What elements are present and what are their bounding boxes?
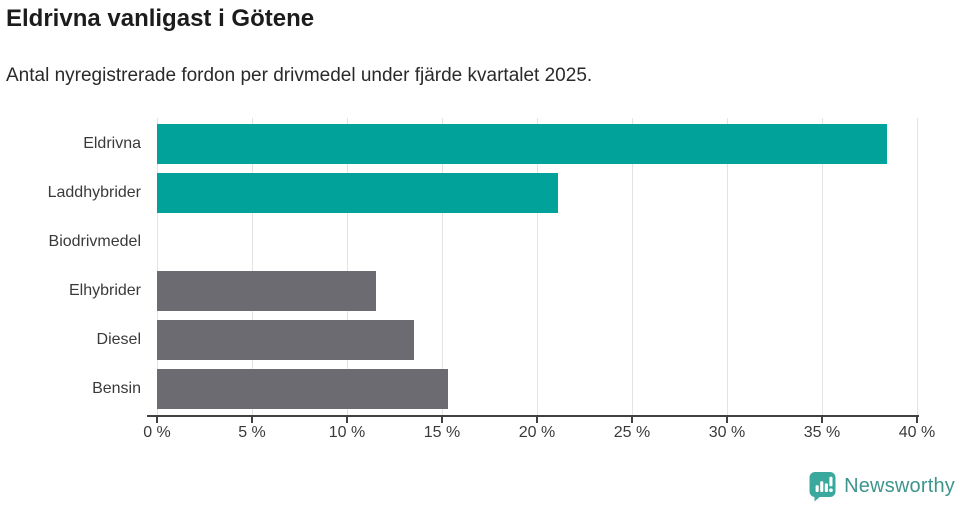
bar-laddhybrider bbox=[157, 173, 558, 213]
newsworthy-brand-link[interactable]: Newsworthy bbox=[808, 470, 955, 502]
category-label: Eldrivna bbox=[83, 135, 141, 152]
chart-subtitle: Antal nyregistrerade fordon per drivmede… bbox=[6, 65, 593, 86]
chart-title: Eldrivna vanligast i Götene bbox=[6, 5, 315, 32]
gridline bbox=[726, 118, 728, 415]
x-axis-tick bbox=[251, 417, 253, 423]
x-tick-label: 25 % bbox=[613, 424, 651, 441]
x-tick-label: 30 % bbox=[708, 424, 746, 441]
category-label: Diesel bbox=[96, 331, 141, 348]
gridline bbox=[916, 118, 918, 415]
x-axis-tick bbox=[346, 417, 348, 423]
x-axis-tick bbox=[726, 417, 728, 423]
gridline bbox=[536, 118, 538, 415]
x-axis-tick bbox=[631, 417, 633, 423]
x-axis-line bbox=[147, 415, 919, 417]
gridline bbox=[441, 118, 443, 415]
bar-elhybrider bbox=[157, 271, 376, 311]
gridline bbox=[346, 118, 348, 415]
x-axis-tick bbox=[156, 417, 158, 423]
x-axis-tick bbox=[916, 417, 918, 423]
bar-diesel bbox=[157, 320, 414, 360]
gridline bbox=[251, 118, 253, 415]
category-label: Elhybrider bbox=[68, 282, 141, 299]
category-axis: Eldrivna Laddhybrider Biodrivmedel Elhybrid… bbox=[0, 118, 141, 415]
x-axis-tick bbox=[536, 417, 538, 423]
x-tick-label: 35 % bbox=[803, 424, 841, 441]
x-axis: 0 % 5 % 10 % 15 % 20 % 25 % 30 % 35 % 40 % bbox=[143, 415, 935, 455]
gridline bbox=[631, 118, 633, 415]
x-axis-tick bbox=[821, 417, 823, 423]
x-tick-label: 15 % bbox=[423, 424, 461, 441]
bar-bensin bbox=[157, 369, 448, 409]
newsworthy-brand-text: Newsworthy bbox=[844, 474, 955, 497]
category-label: Laddhybrider bbox=[47, 184, 141, 201]
x-tick-label: 40 % bbox=[898, 424, 936, 441]
x-tick-label: 10 % bbox=[328, 424, 366, 441]
gridline bbox=[156, 118, 158, 415]
x-tick-label: 20 % bbox=[518, 424, 556, 441]
newsworthy-logo-icon bbox=[809, 471, 836, 501]
category-label: Biodrivmedel bbox=[48, 233, 141, 250]
plot-area bbox=[156, 118, 918, 415]
x-axis-tick bbox=[441, 417, 443, 423]
bar-eldrivna bbox=[157, 124, 887, 164]
gridline bbox=[821, 118, 823, 415]
x-tick-label: 0 % bbox=[143, 424, 171, 441]
x-tick-label: 5 % bbox=[238, 424, 266, 441]
category-label: Bensin bbox=[92, 380, 141, 397]
